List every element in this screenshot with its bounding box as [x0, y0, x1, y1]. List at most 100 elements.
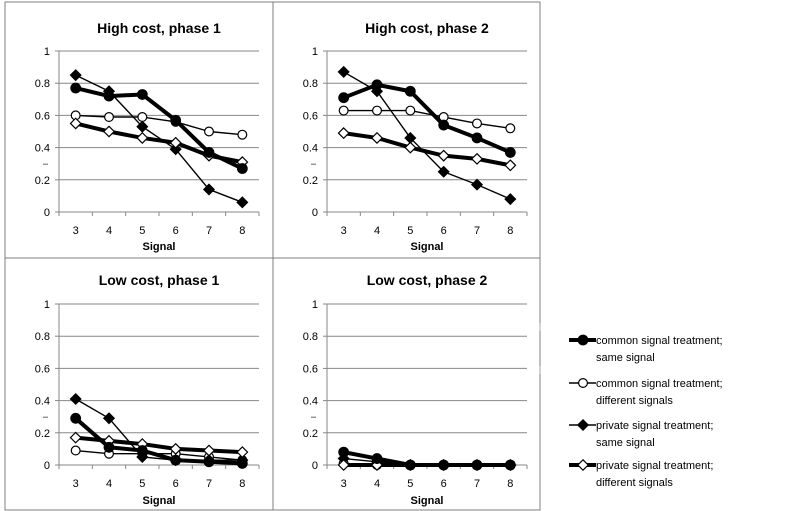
series-line [342, 82, 512, 155]
legend-label: common signal treatment; [596, 378, 723, 390]
y-tick-label: 0.4 [303, 396, 318, 408]
data-point [438, 119, 450, 131]
x-tick-label: 6 [441, 478, 447, 490]
legend-label: different signals [596, 395, 673, 407]
legend-item: common signal treatment; same signal [569, 334, 723, 364]
data-point [169, 442, 182, 455]
x-tick-label: 5 [407, 225, 413, 237]
data-point [371, 79, 383, 91]
chart-panel-3: Low cost, phase 1 0 0.2 0.4 0.6 0.8 1 3 4 5 6 7 8 Sig… [35, 272, 260, 507]
chart-panel-4: Low cost, phase 2 0 0.2 0.4 0.6 0.8 1 3 4 5 6 7 8 Sig… [303, 272, 528, 507]
x-tick-label: 3 [73, 478, 79, 490]
y-tick-label: 0.8 [35, 78, 50, 90]
x-tick-label: 5 [407, 478, 413, 490]
legend-label: same signal [596, 352, 655, 364]
data-point [372, 105, 383, 116]
chart-title: Low cost, phase 1 [99, 272, 220, 288]
series-1 [338, 79, 516, 158]
x-tick-label: 5 [139, 478, 145, 490]
chart-title: High cost, phase 1 [97, 20, 221, 36]
legend-marker [577, 378, 588, 389]
series-line [75, 114, 243, 136]
data-point [370, 131, 384, 144]
data-point [136, 131, 149, 144]
series-line [343, 109, 511, 129]
data-point [202, 444, 216, 457]
data-point [203, 147, 215, 158]
data-point [70, 445, 81, 456]
data-point [236, 457, 248, 469]
y-tick-label: 0 [312, 460, 318, 472]
series-line [343, 131, 511, 168]
data-point [136, 445, 148, 456]
legend-item: private signal treatment; different signa… [569, 458, 713, 489]
x-tick-label: 6 [173, 225, 179, 237]
x-axis-label: Signal [410, 241, 443, 253]
data-point [69, 69, 82, 82]
y-tick-label: 0.8 [303, 78, 318, 90]
y-tick-label: 1 [312, 299, 318, 311]
data-point [69, 117, 82, 130]
data-point [404, 85, 416, 97]
series-4 [337, 127, 517, 172]
x-tick-label: 8 [507, 225, 513, 237]
data-point [405, 105, 416, 116]
data-point [70, 412, 82, 424]
legend-marker [576, 458, 590, 472]
x-tick-label: 4 [374, 478, 380, 490]
data-point [470, 152, 484, 165]
legend-label: common signal treatment; [596, 335, 723, 347]
y-tick-label: 1 [44, 46, 50, 58]
x-tick-label: 6 [173, 478, 179, 490]
y-tick-label: 0.4 [303, 143, 318, 155]
x-tick-label: 3 [341, 478, 347, 490]
data-point [236, 446, 249, 459]
y-tick-label: 0.2 [35, 428, 50, 440]
chart-title: Low cost, phase 2 [367, 272, 488, 288]
data-point [236, 163, 248, 174]
x-tick-label: 8 [507, 478, 513, 490]
panel-frame [4, 1, 274, 259]
legend-item: common signal treatment; different signal… [569, 378, 723, 407]
y-tick-label: 0.6 [35, 363, 50, 375]
data-point [103, 90, 115, 102]
data-point [237, 129, 248, 140]
x-tick-label: 8 [239, 478, 245, 490]
chart-panel-1: High cost, phase 1 0 0.2 0.4 0.6 0.8 1 3 4 5 6 7 8 Si… [35, 20, 260, 253]
data-point [504, 147, 516, 158]
data-point [437, 165, 450, 178]
y-tick-label: 1 [44, 299, 50, 311]
y-tick-label: 0 [44, 207, 50, 219]
y-tick-label: 0.6 [303, 363, 318, 375]
y-tick-label: 0.8 [303, 331, 318, 343]
x-axis-label: Signal [142, 241, 175, 253]
series-1 [338, 446, 516, 471]
x-tick-label: 4 [106, 225, 112, 237]
x-axis-label: Signal [142, 495, 175, 507]
panel-frame [4, 257, 274, 511]
series-line [74, 416, 243, 466]
data-point [203, 456, 215, 468]
data-point [169, 136, 182, 149]
data-point [338, 105, 349, 116]
data-point [470, 178, 484, 191]
data-point [437, 149, 450, 162]
data-point [337, 65, 350, 78]
x-tick-label: 4 [106, 478, 112, 490]
x-tick-label: 7 [206, 478, 212, 490]
data-point [103, 441, 115, 453]
legend-marker [577, 334, 589, 346]
x-tick-label: 6 [441, 225, 447, 237]
legend-label: different signals [596, 477, 673, 489]
legend-label: same signal [596, 437, 655, 449]
y-tick-label: 0.2 [303, 175, 318, 187]
data-point [136, 120, 149, 133]
y-tick-label: 0.4 [35, 396, 50, 408]
data-point [236, 196, 249, 209]
series-line [75, 86, 244, 171]
legend-marker [576, 418, 590, 432]
series-1 [70, 82, 248, 174]
y-tick-label: 0.4 [35, 143, 50, 155]
data-point [505, 123, 516, 134]
